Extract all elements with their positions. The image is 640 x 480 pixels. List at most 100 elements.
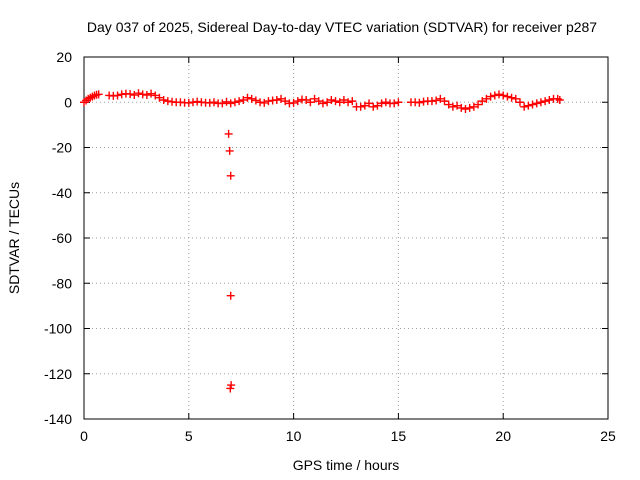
y-tick-label: 20	[56, 49, 72, 65]
chart-title: Day 037 of 2025, Sidereal Day-to-day VTE…	[87, 19, 597, 35]
data-point	[335, 98, 344, 107]
y-tick-label: -140	[44, 411, 72, 427]
data-point	[532, 99, 541, 108]
data-point	[545, 95, 554, 104]
y-tick-label: -120	[44, 366, 72, 382]
data-point	[394, 98, 403, 107]
data-point	[306, 98, 315, 107]
data-point	[243, 93, 252, 102]
data-point	[348, 97, 357, 106]
x-tick-label: 25	[600, 428, 616, 444]
x-tick-label: 5	[185, 428, 193, 444]
data-point	[113, 91, 122, 100]
data-point	[331, 97, 340, 106]
data-point	[151, 91, 160, 100]
y-tick-label: -40	[52, 185, 72, 201]
data-point	[499, 91, 508, 100]
data-point	[528, 100, 537, 109]
data-point	[159, 95, 168, 104]
data-point	[503, 92, 512, 101]
data-point	[478, 97, 487, 106]
data-point	[515, 98, 524, 107]
data-point	[339, 95, 348, 104]
x-tick-labels: 0 5 10 15 20 25	[80, 428, 616, 444]
data-point	[356, 102, 365, 111]
data-point	[134, 89, 143, 98]
data-point	[272, 95, 281, 104]
y-tick-label: -60	[52, 230, 72, 246]
data-point	[323, 98, 332, 107]
data-point	[507, 93, 516, 102]
data-point	[155, 93, 164, 102]
data-point	[224, 129, 233, 138]
data-point	[226, 291, 235, 300]
y-tick-label: -80	[52, 275, 72, 291]
data-point	[436, 94, 445, 103]
y-axis-label: SDTVAR / TECUs	[6, 182, 22, 294]
y-tick-label: -20	[52, 140, 72, 156]
data-point	[440, 97, 449, 106]
data-point	[360, 101, 369, 110]
data-point	[344, 98, 353, 107]
data-point	[289, 98, 298, 107]
data-point	[369, 102, 378, 111]
data-point	[365, 99, 374, 108]
data-point	[377, 99, 386, 108]
data-point	[251, 96, 260, 105]
data-point	[524, 101, 533, 110]
data-point	[318, 99, 327, 108]
data-point	[465, 103, 474, 112]
data-point	[536, 98, 545, 107]
data-point	[130, 91, 139, 100]
data-point	[277, 94, 286, 103]
data-point	[555, 95, 564, 104]
x-axis-label: GPS time / hours	[293, 457, 400, 473]
y-tick-label: 0	[64, 94, 72, 110]
data-point	[490, 91, 499, 100]
data-point	[486, 92, 495, 101]
data-point	[390, 99, 399, 108]
data-point	[444, 100, 453, 109]
data-point	[381, 98, 390, 107]
data-point	[142, 91, 151, 100]
data-point	[469, 102, 478, 111]
data-point	[239, 95, 248, 104]
data-points	[80, 89, 564, 393]
data-point	[126, 90, 135, 99]
x-tick-label: 10	[286, 428, 302, 444]
data-point	[461, 105, 470, 114]
x-tick-label: 15	[391, 428, 407, 444]
data-point	[226, 171, 235, 180]
data-point	[227, 381, 236, 390]
data-point	[482, 94, 491, 103]
data-point	[260, 98, 269, 107]
data-point	[218, 99, 227, 108]
data-point	[226, 384, 235, 393]
data-point	[226, 99, 235, 108]
data-point	[453, 101, 462, 110]
x-tick-label: 20	[495, 428, 511, 444]
data-point	[327, 95, 336, 104]
data-point	[147, 89, 156, 98]
y-tick-label: -100	[44, 321, 72, 337]
data-point	[293, 97, 302, 106]
x-tick-label: 0	[80, 428, 88, 444]
data-point	[541, 97, 550, 106]
data-point	[302, 95, 311, 104]
data-point	[94, 90, 103, 99]
data-point	[474, 100, 483, 109]
data-point	[448, 102, 457, 111]
plot-frame	[83, 56, 609, 420]
data-point	[511, 94, 520, 103]
data-point	[495, 90, 504, 99]
data-point	[520, 102, 529, 111]
data-point	[235, 97, 244, 106]
data-point	[415, 98, 424, 107]
data-point	[222, 97, 231, 106]
data-point	[373, 101, 382, 110]
data-point	[432, 96, 441, 105]
data-point	[457, 103, 466, 112]
data-point	[230, 98, 239, 107]
